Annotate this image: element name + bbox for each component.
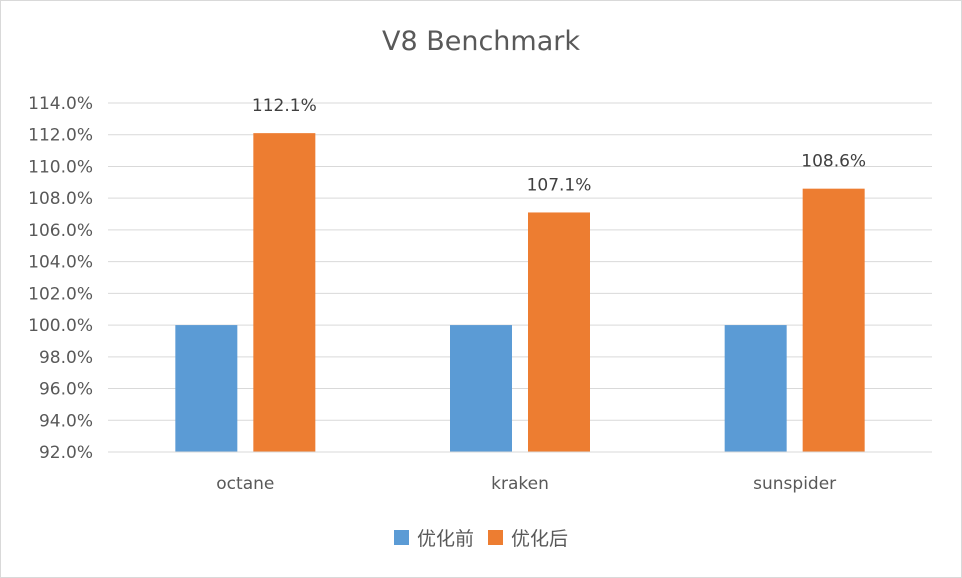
legend-swatch (488, 530, 503, 545)
y-tick-label: 102.0% (28, 284, 93, 304)
x-category-label: octane (216, 474, 274, 494)
legend-item: 优化前 (393, 524, 474, 551)
data-label: 107.1% (527, 175, 592, 195)
legend-swatch (393, 530, 409, 545)
bar-kraken-series-0 (450, 325, 512, 452)
bar-kraken-series-1 (528, 212, 590, 452)
x-category-label: sunspider (753, 474, 836, 494)
y-tick-label: 98.0% (39, 348, 93, 368)
y-tick-label: 108.0% (28, 189, 93, 209)
bar-octane-series-0 (175, 325, 238, 452)
x-category-label: kraken (491, 474, 549, 494)
data-label: 108.6% (801, 152, 866, 172)
legend-label: 优化前 (416, 528, 474, 550)
y-tick-label: 96.0% (39, 380, 93, 400)
legend: 优化前 优化后 (0, 524, 962, 551)
chart-title: V8 Benchmark (381, 26, 581, 57)
bar-sunspider-series-1 (802, 188, 865, 452)
bar-sunspider-series-0 (724, 325, 787, 452)
y-tick-label: 106.0% (28, 221, 93, 241)
y-tick-label: 94.0% (39, 411, 93, 431)
bar-octane-series-1 (253, 133, 316, 452)
legend-item: 优化后 (488, 524, 568, 551)
y-tick-label: 112.0% (28, 126, 93, 146)
y-tick-label: 100.0% (28, 316, 93, 336)
y-tick-label: 110.0% (28, 157, 93, 177)
y-tick-label: 114.0% (28, 94, 93, 114)
y-tick-label: 92.0% (39, 443, 93, 463)
data-label: 112.1% (252, 96, 317, 116)
y-tick-label: 104.0% (28, 253, 93, 273)
legend-label: 优化后 (511, 528, 569, 550)
